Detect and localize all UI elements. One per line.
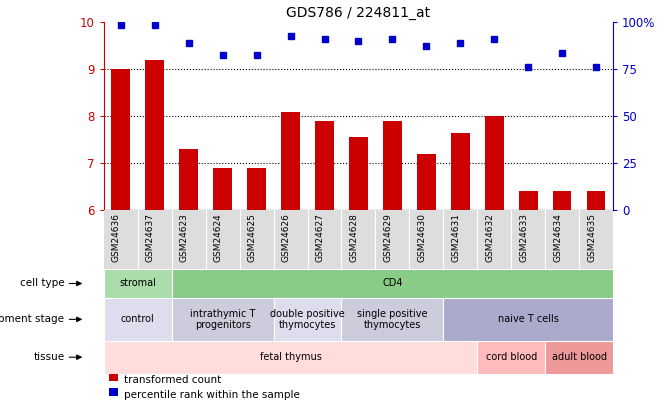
Bar: [383, 121, 402, 210]
Text: GSM24623: GSM24623: [180, 213, 189, 262]
Bar: [109, 388, 118, 396]
Text: cell type: cell type: [19, 279, 64, 288]
Text: GSM24625: GSM24625: [248, 213, 257, 262]
Bar: [545, 341, 613, 374]
Text: single positive
thymocytes: single positive thymocytes: [357, 309, 427, 330]
Text: adult blood: adult blood: [551, 352, 606, 362]
Text: GSM24628: GSM24628: [350, 213, 358, 262]
Bar: [553, 192, 572, 210]
Text: naive T cells: naive T cells: [498, 314, 559, 324]
Text: GSM24632: GSM24632: [485, 213, 494, 262]
Bar: [444, 298, 613, 341]
Bar: [342, 298, 444, 341]
Text: control: control: [121, 314, 155, 324]
Text: double positive
thymocytes: double positive thymocytes: [270, 309, 345, 330]
Text: GSM24631: GSM24631: [452, 213, 460, 262]
Text: GSM24627: GSM24627: [316, 213, 324, 262]
Bar: [104, 341, 477, 374]
Text: tissue: tissue: [34, 352, 64, 362]
Bar: [417, 154, 436, 210]
Text: GSM24634: GSM24634: [553, 213, 562, 262]
Text: percentile rank within the sample: percentile rank within the sample: [124, 390, 300, 400]
Text: fetal thymus: fetal thymus: [259, 352, 322, 362]
Bar: [315, 121, 334, 210]
Text: GSM24633: GSM24633: [519, 213, 528, 262]
Bar: [485, 116, 504, 210]
Text: GSM24624: GSM24624: [214, 213, 222, 262]
Text: cord blood: cord blood: [486, 352, 537, 362]
Text: GSM24626: GSM24626: [281, 213, 291, 262]
Bar: [587, 192, 606, 210]
Text: intrathymic T
progenitors: intrathymic T progenitors: [190, 309, 255, 330]
Bar: [273, 298, 342, 341]
Text: GSM24635: GSM24635: [587, 213, 596, 262]
Bar: [281, 111, 300, 210]
Text: stromal: stromal: [119, 279, 156, 288]
Text: GSM24636: GSM24636: [112, 213, 121, 262]
Bar: [172, 298, 273, 341]
Text: transformed count: transformed count: [124, 375, 222, 385]
Bar: [247, 168, 266, 210]
Bar: [477, 341, 545, 374]
Bar: [109, 373, 118, 382]
Bar: [145, 60, 164, 210]
Bar: [519, 192, 537, 210]
Bar: [451, 133, 470, 210]
Bar: [104, 298, 172, 341]
Text: GSM24637: GSM24637: [146, 213, 155, 262]
Bar: [111, 69, 130, 210]
Text: development stage: development stage: [0, 314, 64, 324]
Text: GSM24630: GSM24630: [417, 213, 426, 262]
Bar: [349, 137, 368, 210]
Bar: [213, 168, 232, 210]
Title: GDS786 / 224811_at: GDS786 / 224811_at: [286, 6, 431, 20]
Bar: [172, 269, 613, 298]
Text: CD4: CD4: [382, 279, 403, 288]
Bar: [104, 269, 172, 298]
Bar: [180, 149, 198, 210]
Text: GSM24629: GSM24629: [383, 213, 393, 262]
